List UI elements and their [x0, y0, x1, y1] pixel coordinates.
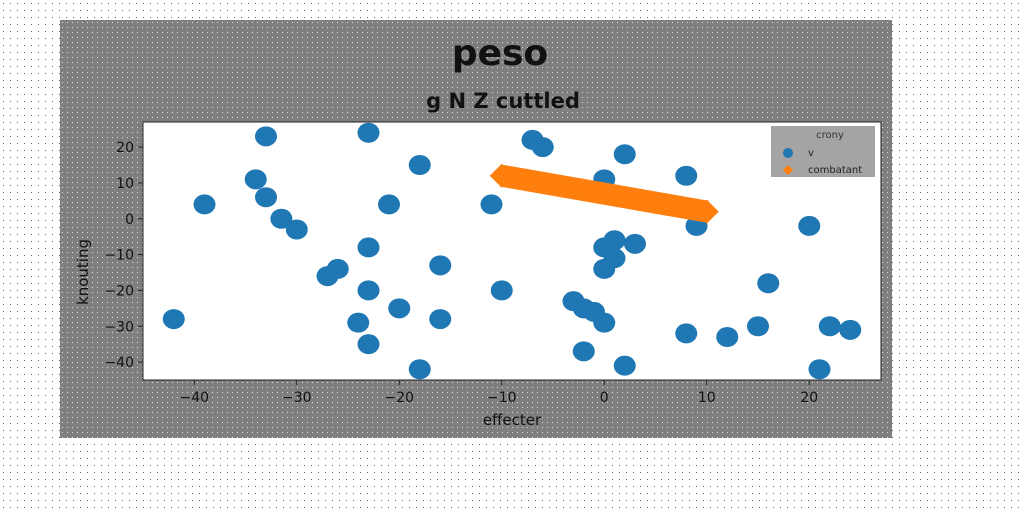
x-tick-label: −10 [487, 390, 517, 406]
data-point-v [357, 334, 380, 355]
data-point-v [347, 312, 370, 333]
legend-title: crony [816, 130, 844, 141]
data-point-v [716, 327, 739, 347]
legend: crony v combatant [771, 126, 875, 177]
data-point-v [839, 319, 862, 340]
data-point-v [624, 233, 646, 254]
y-tick-label: 10 [116, 176, 134, 192]
data-point-v [757, 273, 780, 294]
data-point-v [429, 255, 452, 276]
chart-title: peso [452, 33, 548, 74]
data-point-v [408, 155, 431, 175]
x-tick-label: 20 [800, 390, 818, 406]
data-point-v [357, 237, 380, 258]
data-point-v [613, 144, 636, 165]
y-tick-label: 0 [125, 212, 134, 228]
data-point-combatant [489, 163, 514, 188]
legend-label-combatant: combatant [808, 165, 862, 176]
data-point-v [593, 312, 616, 333]
y-tick-label: −20 [104, 283, 134, 299]
data-point-v [378, 194, 400, 215]
data-point-v [255, 126, 277, 147]
x-tick-label: −20 [384, 390, 414, 406]
data-point-v [480, 194, 503, 215]
data-point-v [285, 219, 308, 240]
x-tick-label: 0 [600, 390, 609, 406]
data-point-v [490, 280, 513, 301]
data-point-v [193, 194, 216, 215]
data-point-v [603, 230, 626, 251]
data-point-v [388, 298, 411, 319]
scatter-chart: peso g N Z cuttled −40 −30 −20 −10 0 10 20 20 1… [74, 33, 882, 429]
data-point-v [270, 208, 293, 229]
data-point-combatant [694, 199, 719, 224]
data-point-v [818, 316, 841, 337]
y-axis-ticks: 20 10 0 −10 −20 −30 −40 [104, 140, 143, 371]
y-tick-label: −30 [104, 319, 134, 335]
data-point-v [808, 359, 831, 380]
figure: peso g N Z cuttled −40 −30 −20 −10 0 10 20 20 1… [60, 20, 892, 438]
data-points [162, 122, 862, 380]
x-axis-ticks: −40 −30 −20 −10 0 10 20 [179, 380, 818, 406]
data-point-v [255, 187, 277, 208]
x-tick-label: −30 [282, 390, 312, 406]
x-axis-label: effecter [483, 411, 542, 429]
data-point-v [531, 137, 554, 158]
x-tick-label: 10 [698, 390, 716, 406]
data-point-v [613, 355, 636, 376]
data-point-v [798, 215, 821, 236]
data-point-v [326, 258, 349, 279]
y-tick-label: −10 [104, 248, 134, 264]
data-point-v [603, 248, 626, 269]
data-point-v [675, 323, 698, 344]
x-tick-label: −40 [179, 390, 209, 406]
y-axis-label: knouting [74, 239, 92, 305]
data-point-v [747, 316, 769, 337]
y-tick-label: 20 [116, 140, 134, 156]
legend-label-v: v [808, 148, 814, 159]
data-point-v [357, 122, 380, 143]
data-point-v [675, 165, 698, 186]
chart-subtitle: g N Z cuttled [426, 89, 580, 113]
series-line-combatant [499, 164, 709, 223]
plot-area [142, 121, 882, 381]
data-point-v [572, 341, 595, 362]
y-tick-label: −40 [104, 355, 134, 371]
data-point-v [408, 359, 431, 380]
data-point-v [162, 309, 185, 330]
legend-marker-combatant [783, 165, 793, 175]
data-point-v [429, 309, 452, 330]
legend-marker-v [783, 148, 793, 158]
data-point-v [244, 169, 267, 190]
data-point-v [357, 280, 380, 301]
